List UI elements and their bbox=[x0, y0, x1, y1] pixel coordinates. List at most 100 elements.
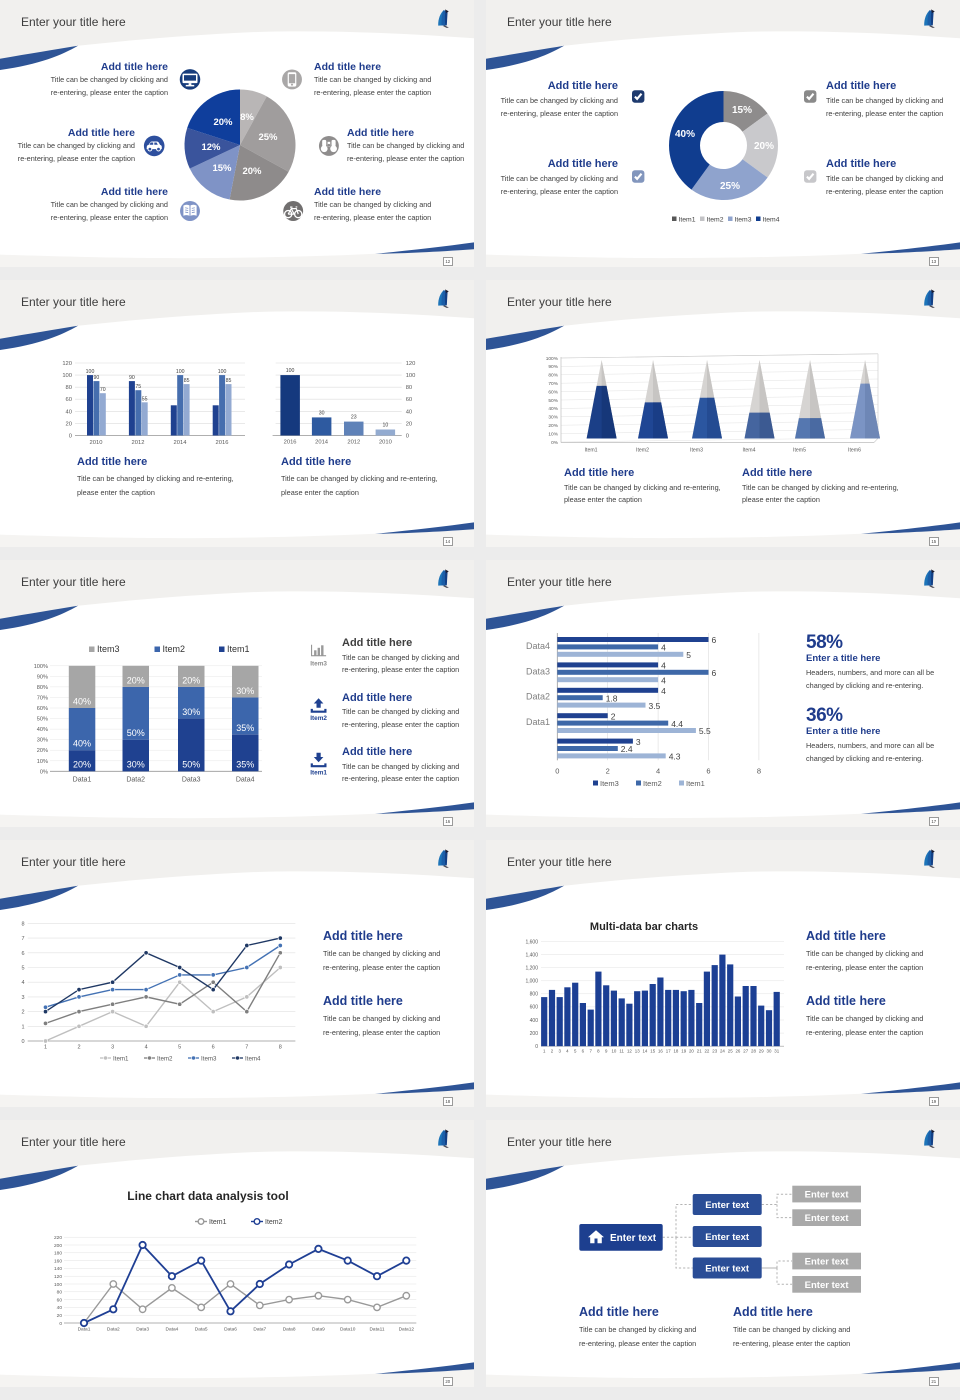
svg-text:2014: 2014 bbox=[315, 440, 329, 446]
svg-text:16: 16 bbox=[658, 1049, 663, 1054]
svg-text:20%: 20% bbox=[754, 141, 774, 152]
svg-text:0: 0 bbox=[406, 434, 409, 440]
svg-text:80%: 80% bbox=[548, 373, 558, 379]
svg-text:55: 55 bbox=[142, 396, 148, 402]
svg-text:10: 10 bbox=[383, 423, 389, 429]
svg-text:Item2: Item2 bbox=[636, 448, 649, 454]
svg-text:1: 1 bbox=[44, 1045, 47, 1051]
svg-text:4: 4 bbox=[656, 766, 660, 775]
svg-text:20%: 20% bbox=[182, 675, 200, 685]
svg-text:Data2: Data2 bbox=[526, 692, 550, 702]
svg-text:Item3: Item3 bbox=[201, 1056, 217, 1063]
svg-text:160: 160 bbox=[54, 1258, 62, 1264]
svg-text:60: 60 bbox=[57, 1297, 63, 1303]
svg-text:20: 20 bbox=[689, 1049, 694, 1054]
svg-text:Item2: Item2 bbox=[157, 1056, 173, 1063]
svg-text:13: 13 bbox=[635, 1049, 640, 1054]
svg-text:2: 2 bbox=[606, 766, 610, 775]
svg-text:60%: 60% bbox=[548, 389, 558, 395]
svg-text:19: 19 bbox=[681, 1049, 686, 1054]
svg-text:28: 28 bbox=[751, 1049, 756, 1054]
svg-text:Enter text: Enter text bbox=[805, 1257, 850, 1268]
svg-text:4: 4 bbox=[566, 1049, 569, 1054]
svg-text:Data7: Data7 bbox=[253, 1327, 266, 1333]
svg-text:0: 0 bbox=[69, 434, 72, 440]
svg-text:80: 80 bbox=[406, 385, 412, 391]
svg-text:15%: 15% bbox=[732, 105, 752, 116]
svg-text:30: 30 bbox=[319, 410, 325, 416]
svg-text:24: 24 bbox=[720, 1049, 725, 1054]
svg-text:Item3: Item3 bbox=[97, 644, 120, 654]
svg-text:4: 4 bbox=[661, 661, 666, 671]
svg-text:5: 5 bbox=[574, 1049, 577, 1054]
svg-text:2014: 2014 bbox=[174, 440, 188, 446]
svg-text:20%: 20% bbox=[242, 166, 262, 177]
svg-text:2: 2 bbox=[21, 1010, 24, 1016]
svg-text:29: 29 bbox=[759, 1049, 764, 1054]
svg-text:20: 20 bbox=[57, 1313, 63, 1319]
svg-text:Item5: Item5 bbox=[793, 448, 806, 454]
svg-text:5: 5 bbox=[178, 1045, 181, 1051]
svg-text:9: 9 bbox=[605, 1049, 608, 1054]
svg-text:Data3: Data3 bbox=[526, 666, 550, 676]
svg-text:3: 3 bbox=[21, 995, 24, 1001]
svg-text:Data11: Data11 bbox=[369, 1327, 384, 1333]
svg-text:Item1: Item1 bbox=[585, 448, 598, 454]
svg-text:20%: 20% bbox=[213, 117, 233, 128]
svg-text:Item2: Item2 bbox=[163, 644, 186, 654]
svg-text:80: 80 bbox=[66, 385, 72, 391]
svg-text:100: 100 bbox=[406, 373, 416, 379]
svg-text:Enter text: Enter text bbox=[805, 1190, 850, 1201]
svg-text:100: 100 bbox=[86, 369, 95, 375]
svg-text:90: 90 bbox=[129, 375, 135, 381]
svg-text:50%: 50% bbox=[127, 728, 145, 738]
svg-text:90%: 90% bbox=[37, 674, 48, 680]
svg-text:15%: 15% bbox=[212, 163, 232, 174]
svg-text:8: 8 bbox=[597, 1049, 600, 1054]
svg-text:25: 25 bbox=[728, 1049, 733, 1054]
svg-text:30%: 30% bbox=[37, 738, 48, 744]
svg-text:200: 200 bbox=[54, 1243, 62, 1249]
svg-text:85: 85 bbox=[184, 378, 190, 384]
svg-text:180: 180 bbox=[54, 1251, 62, 1257]
svg-text:50%: 50% bbox=[182, 760, 200, 770]
svg-text:120: 120 bbox=[406, 361, 416, 367]
svg-text:120: 120 bbox=[54, 1274, 62, 1280]
svg-text:90: 90 bbox=[94, 375, 100, 381]
svg-text:Item4: Item4 bbox=[763, 216, 780, 223]
svg-text:2010: 2010 bbox=[90, 440, 103, 446]
svg-text:80: 80 bbox=[57, 1290, 63, 1296]
svg-text:Data10: Data10 bbox=[340, 1327, 356, 1333]
svg-text:22: 22 bbox=[704, 1049, 709, 1054]
svg-text:10%: 10% bbox=[37, 759, 48, 765]
svg-text:Data5: Data5 bbox=[195, 1327, 208, 1333]
svg-text:2: 2 bbox=[77, 1045, 80, 1051]
svg-text:14: 14 bbox=[642, 1049, 647, 1054]
svg-text:Item6: Item6 bbox=[848, 448, 861, 454]
svg-text:100%: 100% bbox=[546, 356, 559, 362]
svg-text:Item2: Item2 bbox=[310, 715, 327, 722]
svg-text:20%: 20% bbox=[37, 748, 48, 754]
svg-text:5.5: 5.5 bbox=[699, 726, 711, 736]
svg-text:Data12: Data12 bbox=[399, 1327, 415, 1333]
svg-text:85: 85 bbox=[226, 378, 232, 384]
svg-text:12%: 12% bbox=[201, 142, 221, 153]
svg-text:100: 100 bbox=[218, 369, 227, 375]
svg-text:0: 0 bbox=[535, 1044, 538, 1050]
svg-text:100: 100 bbox=[62, 373, 72, 379]
svg-text:4.3: 4.3 bbox=[669, 752, 681, 762]
svg-text:Item3: Item3 bbox=[690, 448, 703, 454]
svg-text:100: 100 bbox=[176, 369, 185, 375]
svg-text:60: 60 bbox=[406, 397, 412, 403]
svg-text:4: 4 bbox=[661, 675, 666, 685]
svg-text:8: 8 bbox=[21, 921, 24, 927]
svg-text:2: 2 bbox=[551, 1049, 554, 1054]
svg-text:Item1: Item1 bbox=[679, 216, 696, 223]
svg-text:26: 26 bbox=[735, 1049, 740, 1054]
svg-text:Enter text: Enter text bbox=[705, 1200, 750, 1211]
svg-text:30%: 30% bbox=[236, 686, 254, 696]
svg-text:17: 17 bbox=[666, 1049, 671, 1054]
svg-text:50%: 50% bbox=[37, 717, 48, 723]
svg-text:1.8: 1.8 bbox=[606, 693, 618, 703]
svg-text:70%: 70% bbox=[548, 381, 558, 387]
